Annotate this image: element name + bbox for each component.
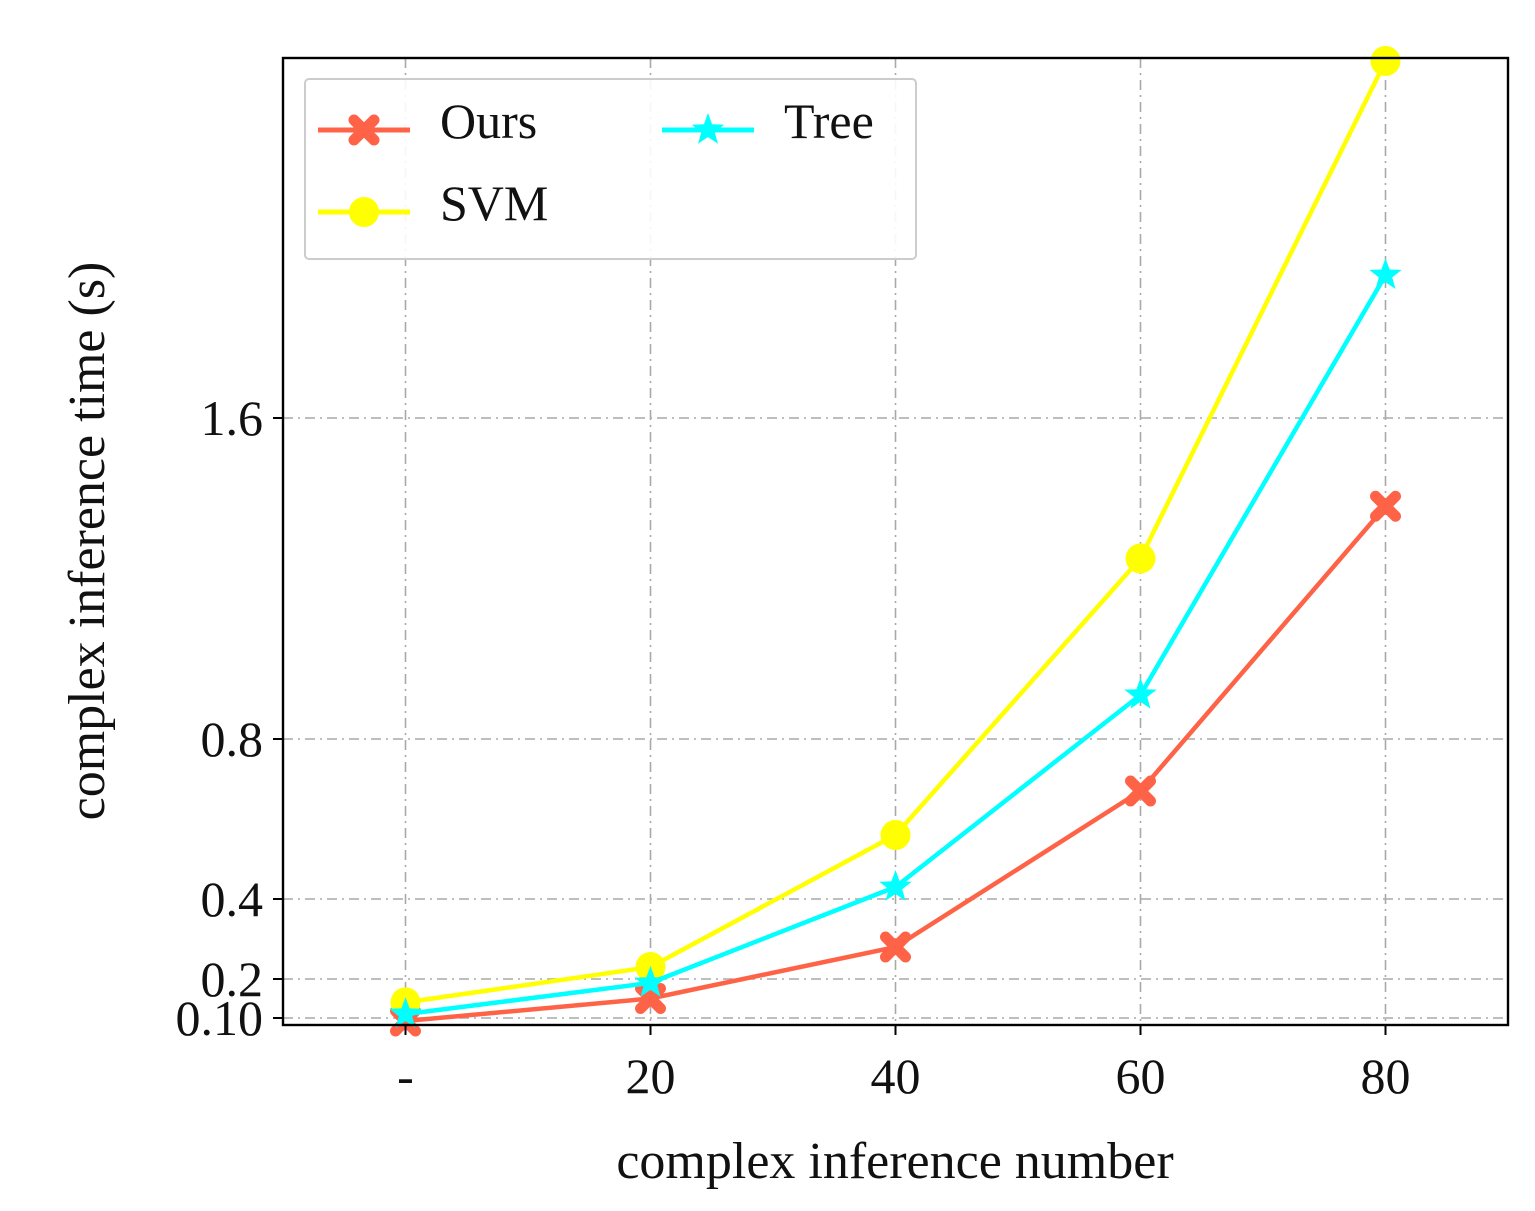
ticks: - 20 40 60 80 0.100.2 0.4 0.8 1.6 (176, 390, 1411, 1104)
data-point-ours (1125, 775, 1156, 807)
data-point-svm (880, 820, 911, 850)
legend-label-svm: SVM (440, 175, 548, 231)
x-tick-label: 20 (626, 1048, 676, 1104)
y-axis-label: complex inference time (s) (59, 262, 116, 821)
y-tick-label: 0.8 (201, 711, 264, 767)
legend-item-ours: Ours (318, 93, 537, 149)
x-tick-label: 60 (1116, 1048, 1166, 1104)
legend-item-tree: Tree (662, 93, 874, 149)
legend-label-ours: Ours (440, 93, 537, 149)
series-layer (389, 46, 1402, 1037)
series-ours (390, 490, 1401, 1037)
x-tick-label: - (397, 1048, 414, 1104)
legend-marker-tree (691, 113, 725, 144)
series-tree (389, 258, 1402, 1028)
data-point-tree (389, 997, 422, 1028)
legend-marker-ours (348, 114, 380, 146)
y-tick-label: 0.10 (176, 990, 264, 1046)
legend-label-tree: Tree (784, 93, 874, 149)
data-point-tree (634, 965, 667, 997)
data-point-svm (1370, 46, 1401, 76)
data-point-tree (879, 870, 912, 901)
legend: Ours SVM Tree (304, 78, 917, 260)
x-tick-label: 40 (871, 1048, 921, 1104)
x-axis-label: complex inference number (616, 1133, 1173, 1190)
data-point-ours (880, 931, 911, 963)
data-point-tree (1369, 258, 1402, 289)
y-tick-label: 0.4 (201, 871, 264, 927)
data-point-svm (1125, 543, 1156, 574)
legend-item-svm: SVM (318, 175, 548, 231)
y-tick-label: 1.6 (201, 390, 264, 446)
legend-frame (304, 78, 917, 260)
y-tick-label: 0.2 (201, 951, 264, 1007)
legend-marker-svm (349, 197, 379, 227)
x-tick-label: 80 (1361, 1048, 1411, 1104)
data-point-tree (1124, 677, 1157, 709)
data-point-ours (1370, 490, 1401, 522)
